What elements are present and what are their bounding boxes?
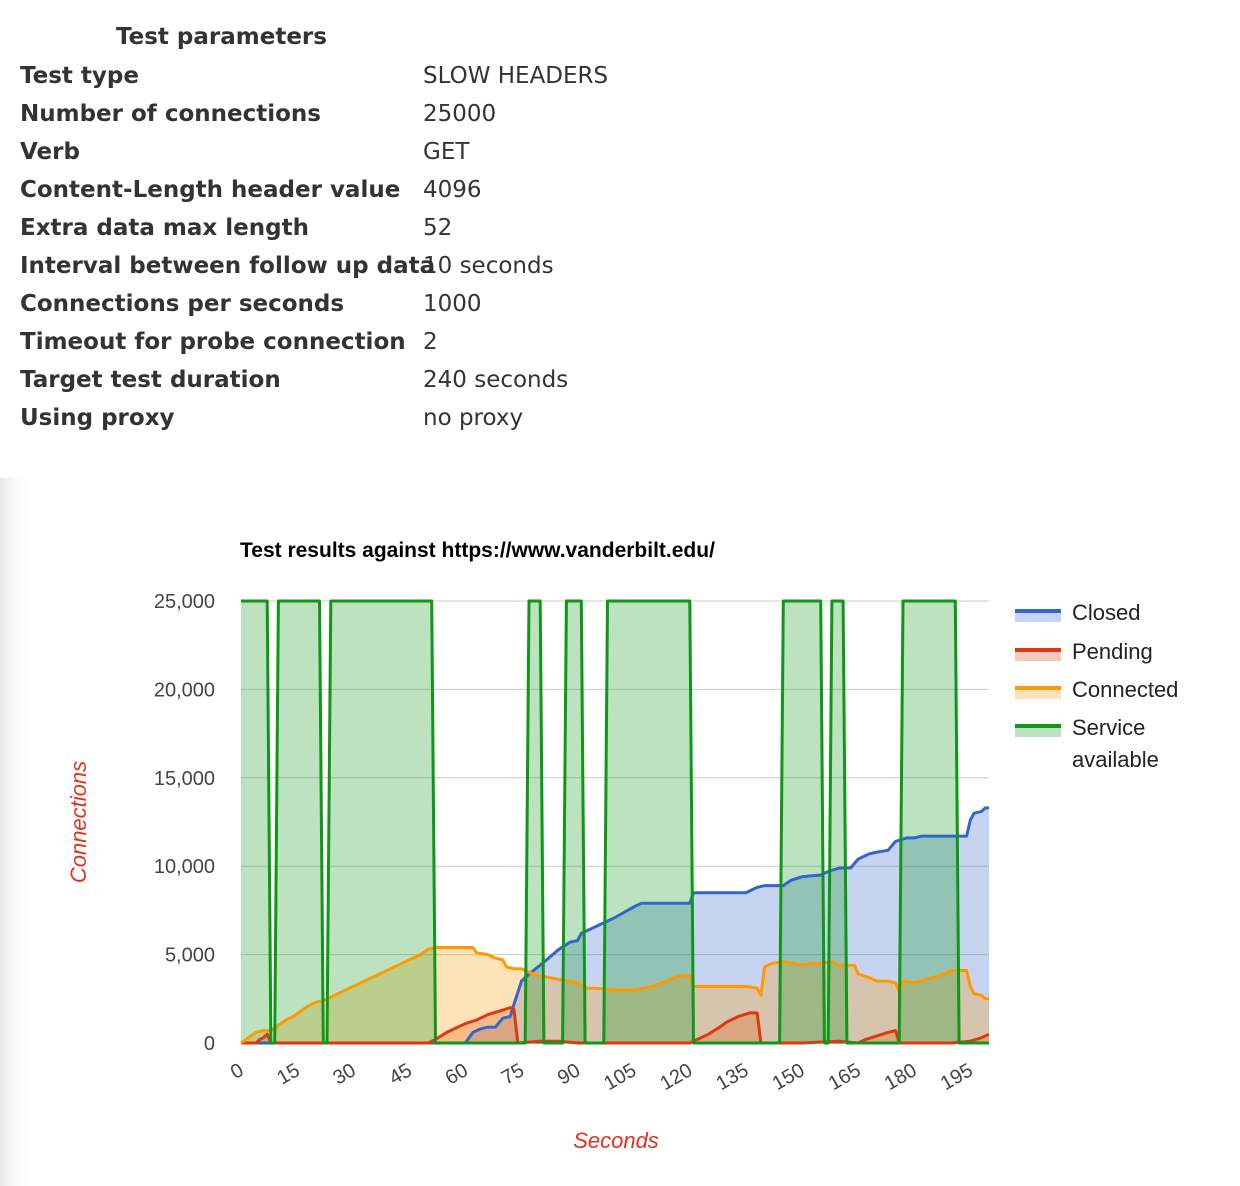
legend-swatch-line [1015,609,1061,613]
series-areas [241,601,989,1043]
series-area-0 [241,807,989,1043]
param-value: 2 [423,329,438,355]
param-label: Using proxy [20,405,175,431]
y-tick-label: 25,000 [154,591,215,613]
x-tick-label: 90 [554,1059,584,1089]
x-tick-label: 60 [442,1059,472,1089]
chart-title: Test results against https://www.vanderb… [240,539,715,562]
legend-swatch-area [1015,651,1061,661]
x-tick-label: 30 [329,1059,359,1089]
x-tick-label: 120 [656,1059,696,1095]
x-tick-label: 105 [600,1059,640,1095]
legend-swatch-line [1015,648,1061,652]
x-tick-label: 165 [825,1059,865,1095]
series-line-2 [240,946,989,1045]
param-value: 25000 [423,101,497,127]
legend: Closed Pending Connected Service available [1015,600,1178,772]
x-tick-label: 135 [712,1059,752,1095]
param-label: Target test duration [20,367,281,393]
parameters-heading: Test parameters [116,24,327,50]
legend-swatch-area [1015,612,1061,622]
param-label: Extra data max length [20,215,309,241]
series-line-1 [241,1006,990,1045]
param-label: Verb [20,139,80,165]
param-value: no proxy [423,405,524,431]
y-axis-label: Connections [66,761,91,883]
y-tick-label: 20,000 [154,679,215,701]
x-tick-label: 195 [937,1059,977,1095]
param-label: Number of connections [20,101,321,127]
x-tick-label: 45 [386,1059,416,1089]
y-tick-label: 0 [204,1033,215,1055]
legend-swatch-line [1015,686,1061,690]
x-axis-ticks: 0 15 30 45 60 75 90 105 120 135 150 165 180 195 [227,1059,977,1095]
param-label: Interval between follow up data [20,253,436,279]
param-value: 52 [423,215,453,241]
x-tick-label: 150 [769,1059,809,1095]
legend-label-line: Service [1072,715,1145,740]
param-value: SLOW HEADERS [423,63,609,89]
param-value: 10 seconds [423,253,554,279]
x-tick-label: 15 [273,1059,303,1089]
y-axis-ticks: 0 5,000 10,000 15,000 20,000 25,000 [154,591,215,1055]
x-tick-label: 180 [881,1059,921,1095]
param-label: Content-Length header value [20,177,401,203]
param-label: Test type [20,63,139,89]
series-lines [240,599,990,1045]
series-line-3 [241,599,989,1045]
param-label: Timeout for probe connection [20,329,406,355]
y-tick-label: 15,000 [154,768,215,790]
x-tick-label: 75 [498,1059,528,1089]
series-area-2 [241,947,989,1043]
x-axis-label: Seconds [573,1128,659,1153]
legend-label: Connected [1072,677,1178,702]
legend-swatch-line [1015,724,1061,728]
legend-label-line: available [1072,747,1159,772]
param-value: GET [423,139,470,165]
y-tick-label: 10,000 [154,856,215,878]
series-line-0 [241,806,989,1045]
chart-panel [0,478,1240,1186]
legend-label: Pending [1072,639,1153,664]
legend-swatch-area [1015,689,1061,699]
y-tick-label: 5,000 [165,945,215,967]
legend-label: Service available [1072,715,1159,772]
param-label: Connections per seconds [20,291,345,317]
legend-label: Closed [1072,600,1140,625]
x-tick-label: 0 [227,1059,248,1084]
series-area-3 [241,601,989,1043]
legend-swatch-area [1015,727,1061,737]
param-value: 1000 [423,291,482,317]
param-value: 240 seconds [423,367,569,393]
param-value: 4096 [423,177,482,203]
